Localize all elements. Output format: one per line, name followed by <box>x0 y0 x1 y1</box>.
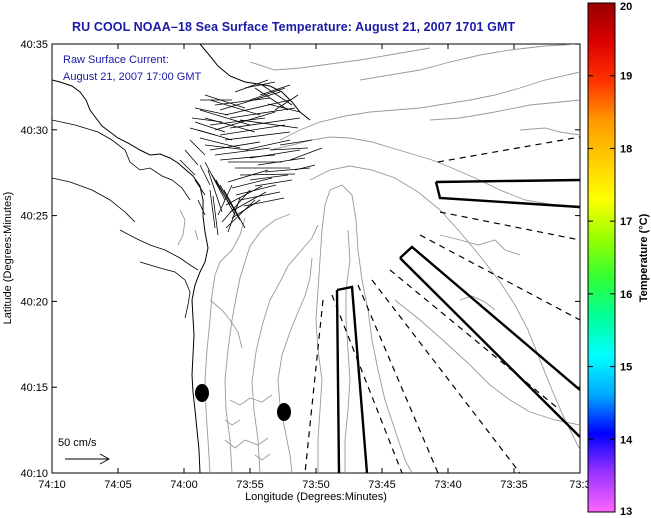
colorbar-label: Temperature (°C) <box>638 213 650 302</box>
annotation-line-1: Raw Surface Current: <box>63 54 169 66</box>
bathymetry-contours <box>177 44 580 473</box>
current-vectors <box>179 79 323 236</box>
annotation-line-2: August 21, 2007 17:00 GMT <box>63 71 201 83</box>
bay-coast <box>52 119 191 201</box>
plot-area <box>51 43 581 474</box>
y-axis-ticks: 40:35 40:30 40:25 40:20 40:15 40:10 <box>20 39 580 480</box>
x-tick-label: 74:05 <box>104 479 132 491</box>
colorbar-ticks: 20 19 18 17 16 15 14 13 <box>588 1 633 518</box>
x-tick-label: 73:50 <box>302 479 330 491</box>
x-axis-label: Longitude (Degrees:Minutes) <box>245 491 387 503</box>
colorbar-tick-label: 20 <box>620 1 632 13</box>
colorbar-tick-label: 19 <box>620 71 632 83</box>
mooring-marker <box>195 384 209 402</box>
x-tick-label: 73:55 <box>236 479 264 491</box>
scale-label: 50 cm/s <box>58 437 97 449</box>
x-tick-label: 73:35 <box>500 479 528 491</box>
radar-tracks <box>304 136 580 473</box>
colorbar-tick-label: 13 <box>620 506 632 518</box>
x-tick-label: 74:00 <box>170 479 198 491</box>
y-tick-label: 40:35 <box>20 39 48 51</box>
colorbar-tick-label: 16 <box>620 289 632 301</box>
map-content <box>52 44 580 473</box>
x-axis-ticks: 74:10 74:05 74:00 73:55 73:50 73:45 73:40 73:35… <box>38 44 591 491</box>
inland-coast <box>52 177 199 319</box>
colorbar <box>587 2 616 513</box>
colorbar-tick-label: 18 <box>620 143 632 155</box>
mooring-marker <box>277 403 291 421</box>
y-axis-label: Latitude (Degrees:Minutes) <box>2 192 14 325</box>
coastline <box>52 79 209 473</box>
chart-title: RU COOL NOAA–18 Sea Surface Temperature:… <box>72 20 516 34</box>
y-tick-label: 40:15 <box>20 382 48 394</box>
y-tick-label: 40:20 <box>20 296 48 308</box>
scale-arrowhead <box>99 453 110 465</box>
y-tick-label: 40:25 <box>20 211 48 223</box>
x-tick-label: 73:45 <box>368 479 396 491</box>
x-tick-label: 73:3 <box>569 479 590 491</box>
colorbar-tick-label: 15 <box>620 362 632 374</box>
colorbar-tick-label: 17 <box>620 216 632 228</box>
y-tick-label: 40:10 <box>20 468 48 480</box>
y-tick-label: 40:30 <box>20 125 48 137</box>
colorbar-tick-label: 14 <box>620 434 633 446</box>
x-tick-label: 73:40 <box>434 479 462 491</box>
x-tick-label: 74:10 <box>38 479 66 491</box>
